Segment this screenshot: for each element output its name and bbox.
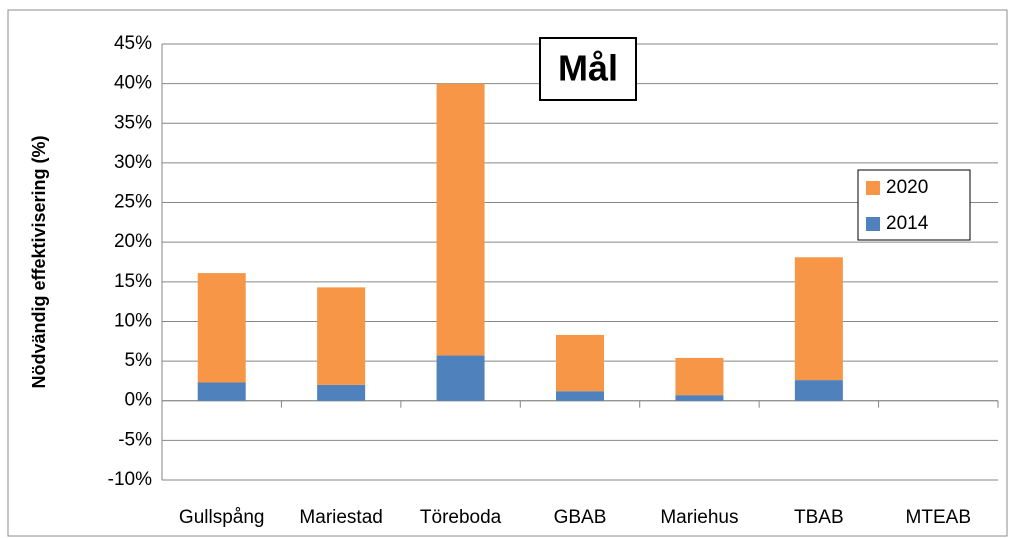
y-tick-label: 40% [114,73,152,94]
bar-segment [675,357,724,396]
y-tick-label: 5% [125,350,153,371]
x-tick-label: GBAB [554,507,607,528]
y-tick-label: 20% [114,231,152,252]
bar-segment [317,384,366,401]
bar-segment [197,382,246,401]
y-tick-label: 0% [125,390,153,411]
y-tick-label: 45% [114,33,152,54]
y-tick-label: -5% [118,429,152,450]
annotation: Mål [558,48,618,89]
y-tick-label: -10% [108,469,152,490]
annotation-box [539,37,637,101]
y-axis-label: Nödvändig effektivisering (%) [29,135,49,388]
x-tick-label: Töreboda [420,507,502,528]
x-tick-label: Gullspång [179,507,265,528]
bar-segment [436,355,485,401]
legend-label: 2014 [886,213,929,234]
bar-segment [556,334,604,392]
x-tick-label: TBAB [794,507,844,528]
x-tick-label: MTEAB [906,507,971,528]
bar-segment [436,83,485,356]
y-tick-label: 15% [114,271,152,292]
legend-swatch [866,181,880,195]
legend-swatch [866,217,880,231]
y-tick-label: 35% [114,112,152,133]
bar-segment [794,380,843,401]
legend-label: 2020 [886,177,928,198]
x-tick-label: Mariehus [660,507,738,528]
y-tick-label: 25% [114,192,152,213]
y-tick-label: 10% [114,310,152,331]
bar-segment [317,287,366,385]
bar-segment [794,257,843,381]
bar-segment [556,391,604,401]
bar-segment [197,273,246,383]
bar-segment [675,395,724,401]
y-tick-label: 30% [114,152,152,173]
x-tick-label: Mariestad [299,507,382,528]
chart-border [7,9,1008,537]
